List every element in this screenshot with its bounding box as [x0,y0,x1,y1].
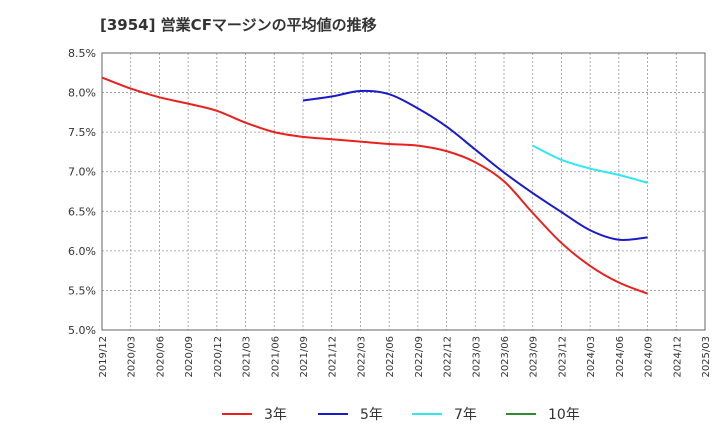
plot-area [102,53,705,330]
x-tick-label: 2023/12 [557,336,568,378]
x-tick-label: 2023/09 [529,336,540,378]
x-tick-label: 2023/03 [471,336,482,378]
x-tick-label: 2021/12 [328,336,339,378]
x-tick-label: 2019/12 [98,336,109,378]
legend-label-1: 3年 [264,407,287,423]
y-tick-label: 7.5% [68,126,96,139]
y-tick-label: 5.5% [68,284,96,297]
x-tick-label: 2020/12 [213,336,224,378]
x-tick-label: 2021/06 [270,336,281,378]
chart-title: [3954] 営業CFマージンの平均値の推移 [100,16,377,34]
x-tick-label: 2021/09 [299,336,310,378]
x-tick-label: 2020/06 [155,336,166,378]
series-line-2 [302,89,648,242]
x-tick-label: 2024/06 [615,336,626,378]
series-line-1 [101,76,648,295]
x-tick-label: 2025/03 [701,336,712,378]
x-tick-label: 2020/09 [184,336,195,378]
plot-frame [101,52,706,331]
y-tick-label: 6.5% [68,205,96,218]
y-tick-label: 6.0% [68,245,96,258]
y-tick-label: 5.0% [68,324,96,337]
y-tick-label: 8.0% [68,87,96,100]
x-tick-label: 2021/03 [242,336,253,378]
x-tick-label: 2022/12 [443,336,454,378]
x-tick-label: 2020/03 [127,336,138,378]
y-tick-label: 7.0% [68,166,96,179]
x-tick-label: 2023/06 [500,336,511,378]
legend-label-2: 5年 [360,407,383,423]
x-tick-label: 2024/12 [672,336,683,378]
y-tick-label: 8.5% [68,47,96,60]
x-tick-label: 2024/03 [586,336,597,378]
x-tick-label: 2022/09 [414,336,425,378]
x-tick-label: 2024/09 [644,336,655,378]
legend-label-3: 7年 [454,407,477,423]
series-line-3 [532,144,648,184]
x-tick-label: 2022/06 [385,336,396,378]
legend-label-4: 10年 [548,407,580,423]
x-tick-label: 2022/03 [356,336,367,378]
